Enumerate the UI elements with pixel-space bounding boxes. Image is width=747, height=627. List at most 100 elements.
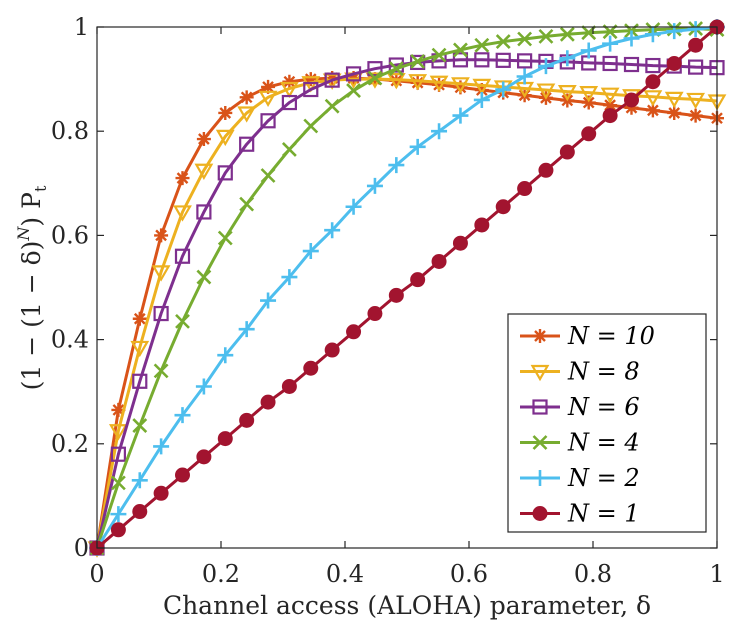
data-point-n2-2	[131, 472, 148, 489]
data-point-n10-3	[154, 228, 169, 243]
data-point-n2-20	[516, 68, 533, 85]
data-point-n8-15	[408, 74, 428, 91]
data-point-n4-4	[175, 313, 190, 329]
legend-marker	[532, 435, 548, 450]
data-point-n8-3	[151, 265, 171, 282]
data-point-n2-21	[537, 58, 554, 75]
data-point-n1-18	[474, 217, 490, 233]
y-axis-title: (1 − (1 − δ)N) Pt	[14, 185, 50, 390]
data-point-n10-23	[581, 95, 596, 110]
data-point-n2-18	[473, 91, 490, 108]
x-tick-label: 0.8	[574, 560, 612, 588]
y-tick-label: 0.4	[51, 326, 89, 354]
data-point-n6-18	[474, 52, 490, 68]
data-point-n1-6	[217, 431, 233, 447]
data-point-n6-8	[260, 113, 276, 129]
data-point-n4-8	[260, 168, 276, 183]
series-n1	[89, 19, 725, 556]
x-tick-label: 0	[89, 560, 104, 588]
data-point-n1-5	[196, 449, 212, 465]
data-point-n6-6	[217, 165, 233, 181]
data-point-n10-10	[303, 72, 318, 87]
data-point-n1-4	[174, 467, 190, 483]
data-point-n2-1	[110, 506, 127, 523]
data-point-n1-19	[495, 199, 511, 215]
data-point-n1-17	[452, 235, 468, 251]
data-point-n10-8	[261, 79, 276, 94]
data-point-n6-25	[623, 56, 640, 73]
data-point-n8-6	[215, 129, 235, 147]
legend-marker	[532, 399, 548, 415]
data-point-n2-12	[345, 198, 362, 215]
data-point-n2-19	[495, 81, 512, 98]
x-tick-label: 0.2	[202, 560, 240, 588]
data-point-n2-9	[281, 269, 298, 286]
data-point-n2-8	[260, 292, 277, 309]
data-point-n10-9	[282, 74, 297, 89]
y-tick-label: 1	[74, 13, 89, 41]
data-point-n6-17	[452, 52, 469, 68]
data-point-n6-24	[602, 55, 618, 72]
data-point-n2-27	[666, 23, 683, 40]
data-point-n1-28	[688, 37, 704, 53]
data-point-n8-28	[686, 92, 706, 110]
data-point-n4-22	[559, 26, 575, 42]
data-point-n10-7	[239, 90, 254, 105]
data-point-n2-28	[687, 21, 704, 38]
data-point-n4-15	[410, 53, 426, 69]
data-point-n4-19	[495, 34, 511, 50]
data-point-n1-3	[153, 485, 169, 501]
x-tick-label: 1	[709, 560, 724, 588]
data-point-n4-13	[367, 70, 383, 86]
data-point-n10-1	[111, 402, 126, 417]
data-point-n6-13	[367, 61, 383, 77]
series-n4	[89, 21, 725, 556]
data-point-n2-4	[174, 407, 191, 424]
data-point-n1-10	[303, 360, 319, 376]
data-point-n8-8	[258, 90, 278, 108]
data-point-n1-15	[410, 272, 426, 288]
data-point-n1-24	[602, 108, 618, 124]
legend-label: N = 8	[567, 358, 640, 386]
legend-marker	[533, 329, 547, 343]
data-point-n4-12	[346, 83, 361, 98]
data-point-n4-18	[474, 37, 490, 53]
data-point-n1-25	[624, 92, 640, 108]
data-point-n2-3	[153, 438, 170, 455]
data-point-n6-28	[688, 59, 704, 75]
data-point-n8-27	[664, 91, 684, 109]
data-point-n4-20	[517, 31, 533, 47]
data-point-n10-2	[132, 311, 147, 326]
x-axis-title: Channel access (ALOHA) parameter, δ	[163, 591, 651, 620]
axes-box	[96, 26, 718, 549]
series-layer	[87, 19, 727, 558]
data-point-n2-26	[644, 26, 661, 43]
legend-entry-n2: N = 2	[520, 464, 640, 492]
data-point-n10-4	[175, 171, 190, 186]
data-point-n8-21	[536, 83, 556, 100]
data-point-n8-14	[386, 73, 406, 90]
data-point-n6-11	[324, 72, 340, 88]
data-point-n10-25	[624, 100, 639, 115]
data-point-n4-2	[132, 418, 148, 433]
data-point-n1-22	[559, 144, 575, 160]
data-point-n6-9	[281, 94, 297, 111]
data-point-n8-26	[643, 90, 663, 107]
data-point-n2-15	[409, 138, 426, 155]
series-n2	[89, 19, 725, 556]
y-axis-title-sup: N	[14, 226, 33, 242]
legend-label: N = 6	[567, 393, 640, 421]
data-point-n10-28	[688, 108, 703, 123]
data-point-n10-24	[603, 98, 618, 113]
data-point-n4-14	[388, 61, 404, 77]
data-point-n8-16	[429, 75, 449, 92]
legend-entry-n10: N = 10	[520, 322, 655, 350]
legend-label: N = 2	[567, 464, 640, 492]
y-tick-label: 0.2	[51, 430, 89, 458]
data-point-n2-24	[602, 35, 619, 52]
data-point-n4-10	[303, 118, 319, 134]
data-point-n8-9	[279, 81, 299, 99]
y-axis-title-close: ) P	[17, 192, 46, 227]
data-point-n2-5	[195, 378, 212, 395]
